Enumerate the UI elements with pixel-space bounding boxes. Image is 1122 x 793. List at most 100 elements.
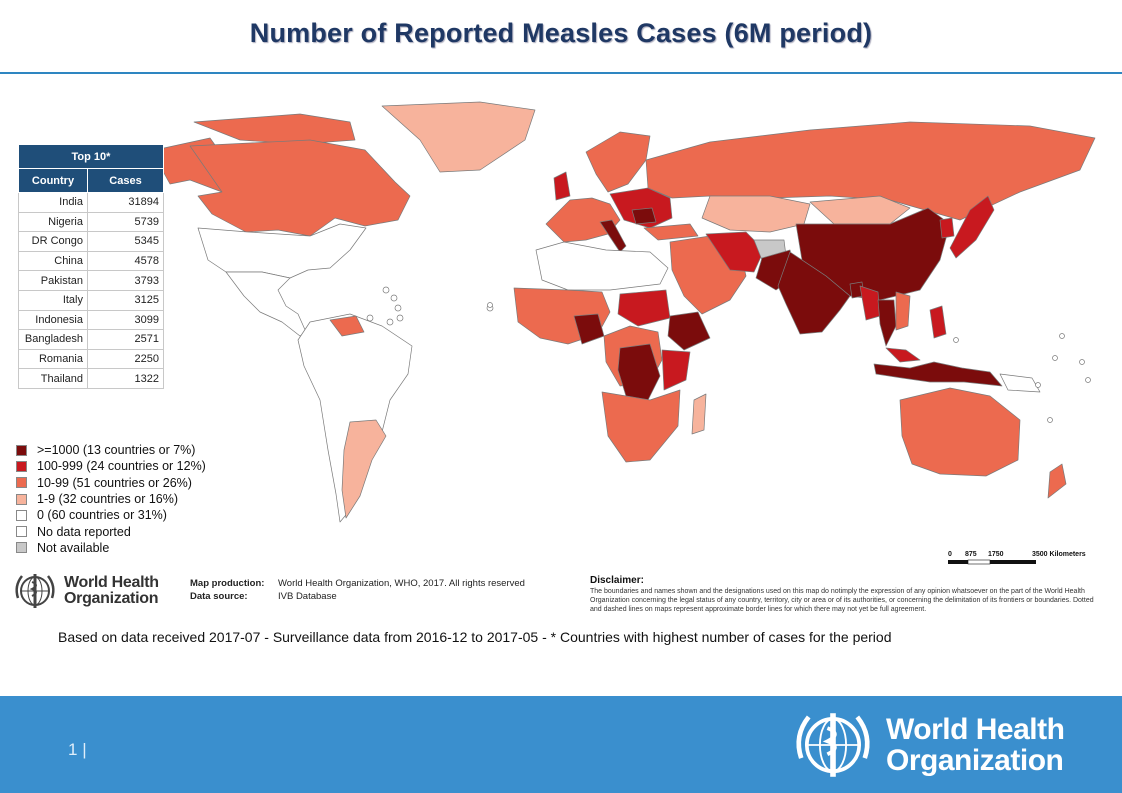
region-central-asia (701, 195, 811, 233)
legend-swatch (16, 477, 27, 489)
legend-item: No data reported (16, 523, 206, 539)
region-greenland (381, 101, 536, 173)
title-divider (0, 72, 1122, 74)
data-source-value: IVB Database (278, 591, 337, 602)
region-sudan (617, 289, 671, 327)
legend-item: 0 (60 countries or 31%) (16, 507, 206, 523)
region-iran (705, 231, 765, 273)
scale-tick-1750: 1750 (988, 551, 1004, 558)
table-row: China 4578 (18, 250, 164, 272)
legend-swatch (16, 509, 27, 521)
footer-who-name: World Health Organization (886, 713, 1065, 777)
region-indonesia (873, 361, 1003, 387)
legend-swatch (16, 444, 27, 456)
region-india (777, 251, 851, 335)
who-logo: World Health Organization (12, 568, 159, 614)
country-cell: Thailand (18, 368, 88, 389)
footer-who-name-line2: Organization (886, 744, 1064, 777)
legend-item: 10-99 (51 countries or 26%) (16, 475, 206, 491)
country-cell: Pakistan (18, 270, 88, 291)
legend-item: 1-9 (32 countries or 16%) (16, 491, 206, 507)
region-mexico (225, 271, 307, 337)
country-cell: Bangladesh (18, 329, 88, 350)
region-north-africa (535, 241, 669, 291)
legend-label: 0 (60 countries or 31%) (37, 508, 167, 523)
page-title: Number of Reported Measles Cases (6M per… (249, 18, 873, 48)
region-canada-islands (193, 113, 356, 145)
table-row: India 31894 (18, 192, 164, 213)
legend-swatch (16, 542, 27, 554)
legend-label: 10-99 (51 countries or 26%) (37, 475, 192, 490)
country-cell: China (18, 250, 88, 272)
table-row: Pakistan 3793 (18, 270, 164, 291)
cases-cell: 31894 (87, 192, 164, 213)
table-row: Indonesia 3099 (18, 309, 164, 331)
region-ethiopia (667, 311, 711, 351)
region-madagascar (691, 393, 707, 435)
legend-label: 100-999 (24 countries or 12%) (37, 459, 206, 474)
region-japan (949, 195, 995, 259)
legend-label: >=1000 (13 countries or 7%) (37, 443, 196, 458)
scale-tick-875: 875 (965, 551, 977, 558)
data-source-label: Data source: (190, 591, 248, 602)
region-romania (631, 207, 657, 225)
scale-bar: 0 875 1750 3500 Kilometers (948, 551, 1086, 565)
country-cell: Nigeria (18, 211, 88, 233)
region-uk (553, 171, 571, 201)
region-png (999, 373, 1041, 393)
disclaimer: Disclaimer: The boundaries and names sho… (590, 575, 1095, 614)
map-production-value: World Health Organization, WHO, 2017. Al… (278, 578, 525, 589)
region-mongolia (809, 195, 911, 225)
region-western-europe (545, 197, 621, 243)
page-number-value: 1 (68, 740, 78, 759)
legend-swatch (16, 493, 27, 505)
map-production-label: Map production: (190, 578, 265, 589)
who-name: World Health Organization (64, 575, 159, 607)
legend-label: No data reported (37, 524, 131, 539)
region-malaysia (885, 347, 921, 363)
who-name-line2: Organization (64, 590, 159, 607)
who-emblem-icon (796, 713, 870, 777)
region-east-africa (661, 349, 691, 391)
legend-item: Not available (16, 540, 206, 556)
region-australia (899, 387, 1021, 477)
cases-cell: 3793 (87, 270, 164, 291)
region-new-zealand (1047, 463, 1067, 499)
cases-cell: 3125 (87, 289, 164, 311)
legend-swatch (16, 526, 27, 538)
footer-who-logo: World Health Organization (790, 702, 1065, 788)
region-thailand (877, 299, 897, 347)
region-scandinavia (585, 131, 651, 193)
col-cases-header: Cases (87, 168, 164, 193)
legend-swatch (16, 460, 27, 472)
cases-cell: 3099 (87, 309, 164, 331)
table-row: Romania 2250 (18, 348, 164, 370)
cases-cell: 4578 (87, 250, 164, 272)
region-venezuela (329, 315, 365, 337)
region-argentina (341, 419, 387, 519)
country-cell: Indonesia (18, 309, 88, 331)
cases-cell: 1322 (87, 368, 164, 389)
country-cell: DR Congo (18, 231, 88, 252)
footer-who-name-line1: World Health (886, 713, 1065, 746)
table-row: Bangladesh 2571 (18, 329, 164, 350)
legend-label: 1-9 (32 countries or 16%) (37, 492, 179, 507)
top10-caption: Top 10* (18, 144, 164, 169)
map-legend: >=1000 (13 countries or 7%) 100-999 (24 … (16, 442, 206, 556)
col-country-header: Country (18, 168, 88, 193)
country-cell: India (18, 192, 88, 213)
cases-cell: 2250 (87, 348, 164, 370)
scale-tick-0: 0 (948, 551, 952, 558)
cases-cell: 5739 (87, 211, 164, 233)
disclaimer-heading: Disclaimer: (590, 575, 644, 586)
table-row: Italy 3125 (18, 289, 164, 311)
cases-cell: 2571 (87, 329, 164, 350)
table-row: Nigeria 5739 (18, 211, 164, 233)
footer-band: 1 | World Health Organization (0, 696, 1122, 793)
legend-label: Not available (37, 540, 110, 555)
world-map (159, 101, 1096, 523)
who-emblem-icon (15, 574, 55, 608)
data-basis-note: Based on data received 2017-07 - Surveil… (58, 629, 892, 645)
scale-tick-3500: 3500 Kilometers (1032, 551, 1086, 558)
map-metadata: Map production: World Health Organization… (190, 577, 525, 603)
